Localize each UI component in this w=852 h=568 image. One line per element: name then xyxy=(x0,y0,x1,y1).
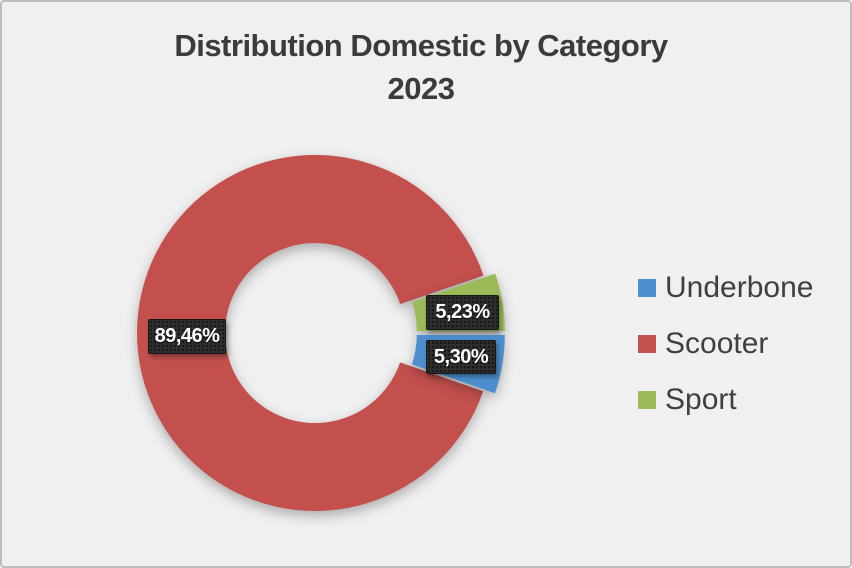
data-label-scooter-value: 89,46% xyxy=(154,325,220,347)
legend-marker-scooter-icon xyxy=(638,335,656,353)
chart-legend: Underbone Scooter Sport xyxy=(638,269,813,419)
chart-title: Distribution Domestic by Category 2023 xyxy=(2,24,840,110)
data-label-sport: 5,23% xyxy=(426,295,499,330)
legend-label-scooter: Scooter xyxy=(665,327,769,360)
pie-slice-scooter[interactable] xyxy=(136,154,484,511)
legend-label-underbone: Underbone xyxy=(665,271,814,304)
legend-item-underbone[interactable]: Underbone xyxy=(638,269,813,307)
data-label-underbone-value: 5,30% xyxy=(433,345,489,368)
legend-item-sport[interactable]: Sport xyxy=(638,381,813,419)
legend-marker-underbone-icon xyxy=(638,279,656,297)
legend-marker-sport-icon xyxy=(638,391,656,409)
legend-item-scooter[interactable]: Scooter xyxy=(638,325,813,363)
data-label-scooter: 89,46% xyxy=(148,319,226,354)
chart-title-line2: 2023 xyxy=(387,71,455,106)
legend-label-sport: Sport xyxy=(665,383,737,416)
data-label-underbone: 5,30% xyxy=(426,340,496,374)
data-label-sport-value: 5,23% xyxy=(435,301,490,323)
chart-title-line1: Distribution Domestic by Category xyxy=(174,28,668,63)
